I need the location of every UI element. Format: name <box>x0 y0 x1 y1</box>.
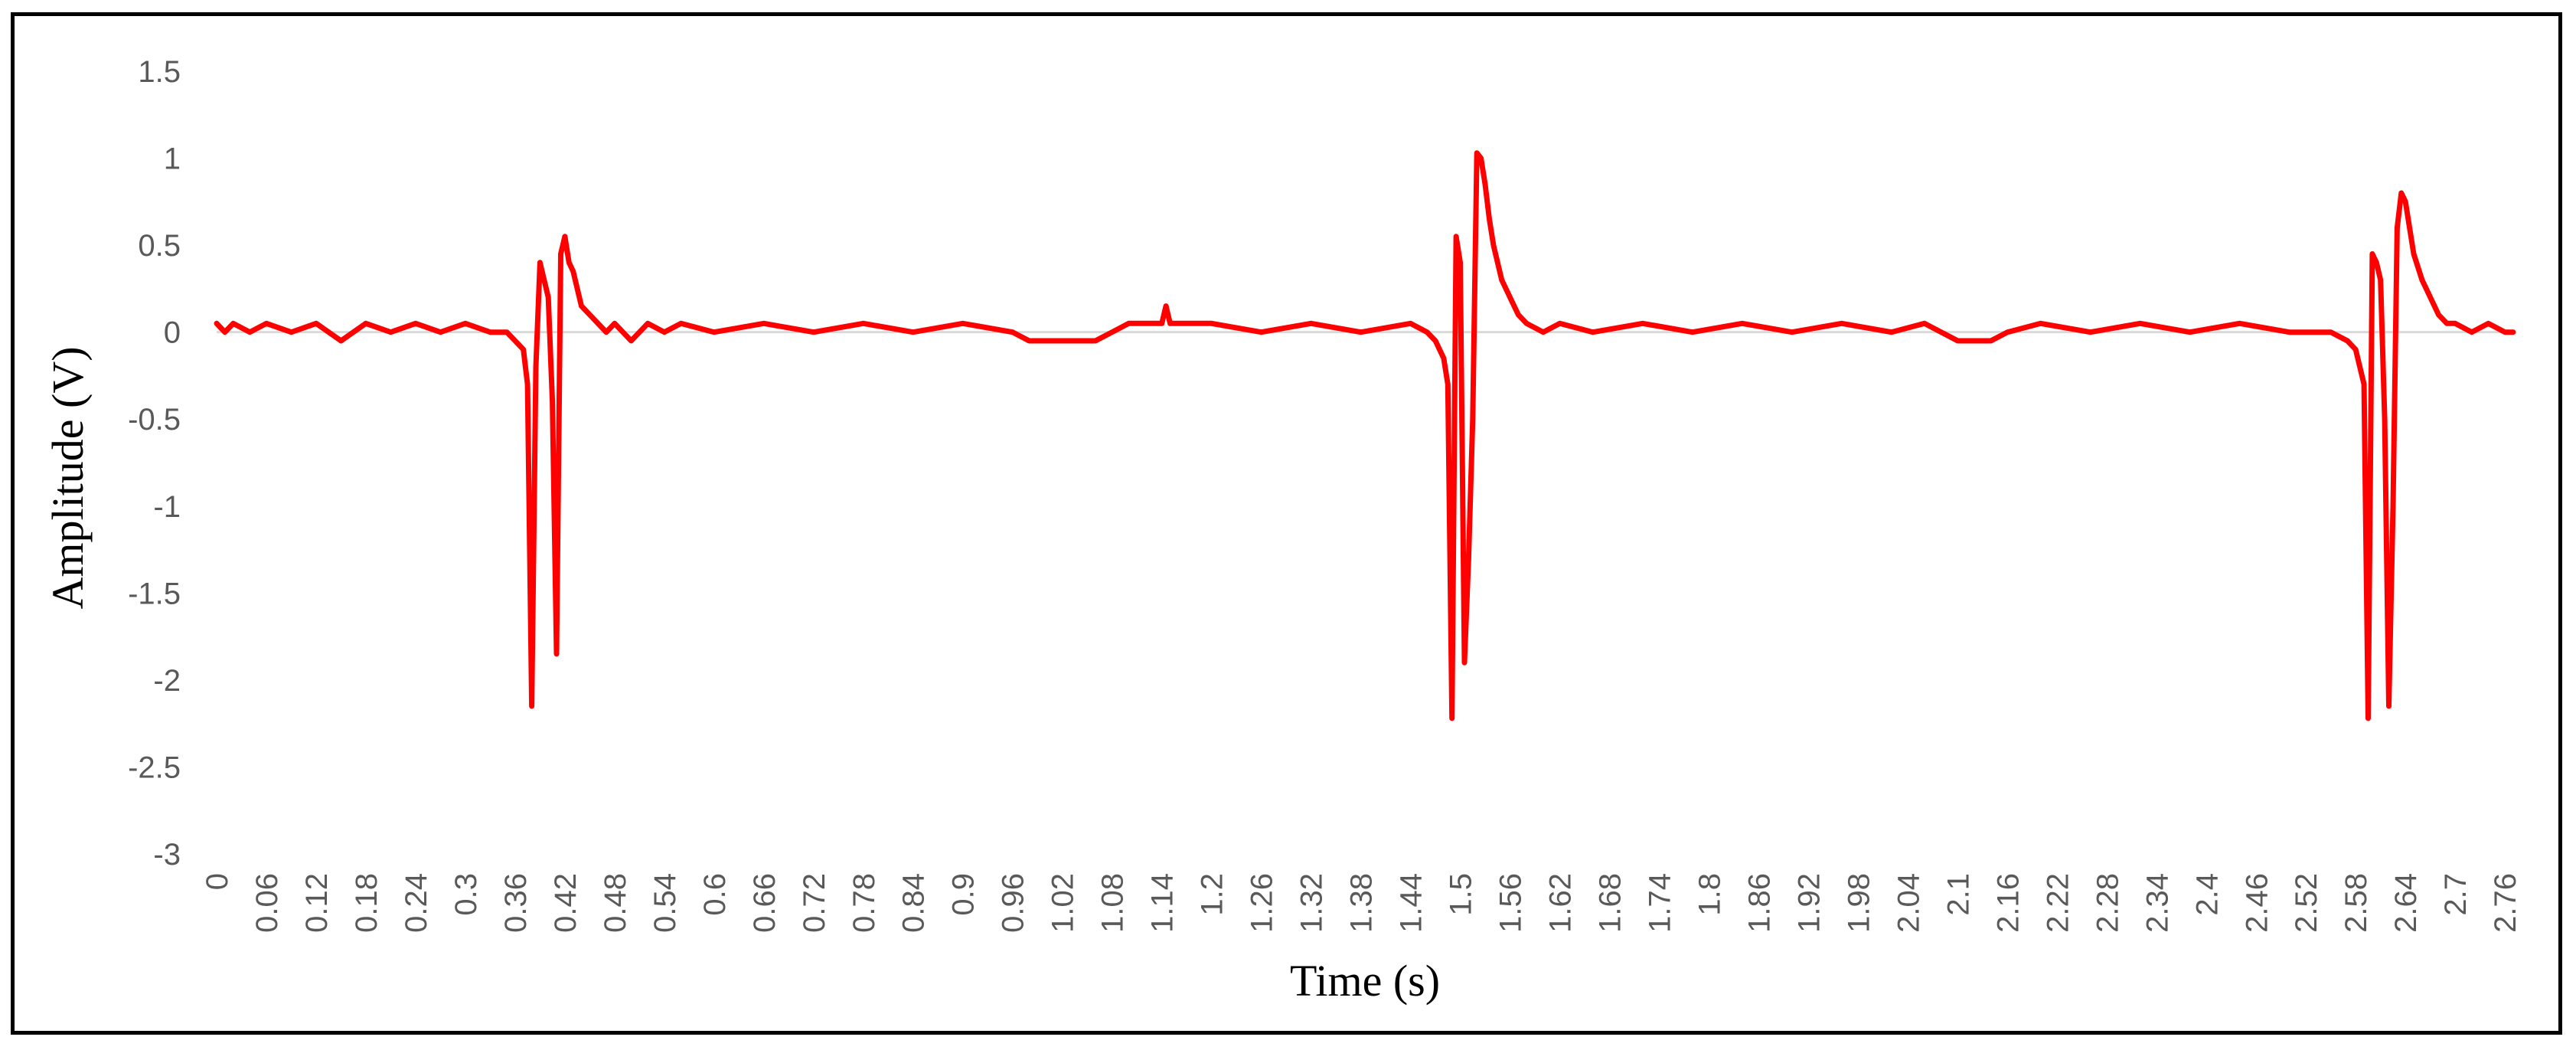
x-tick-label: 1.56 <box>1494 873 1528 933</box>
x-tick-label: 1.08 <box>1096 873 1130 933</box>
x-tick-label: 1.44 <box>1395 873 1428 933</box>
x-tick-label: 0.3 <box>449 873 483 916</box>
x-tick-label: 0.42 <box>549 873 583 933</box>
x-tick-label: 2.52 <box>2290 873 2323 933</box>
x-tick-label: 0.18 <box>350 873 384 933</box>
y-tick-label: 1.5 <box>138 55 181 89</box>
x-tick-label: 0.96 <box>997 873 1030 933</box>
y-tick-label: -0.5 <box>128 403 181 437</box>
x-tick-label: 1.86 <box>1742 873 1776 933</box>
x-tick-label: 2.7 <box>2439 873 2473 916</box>
y-tick-label: -1.5 <box>128 577 181 610</box>
x-tick-label: 2.4 <box>2190 873 2224 916</box>
x-tick-label: 2.04 <box>1892 873 1925 933</box>
x-tick-label: 0.36 <box>499 873 533 933</box>
x-tick-label: 1.74 <box>1643 873 1677 933</box>
x-tick-label: 2.64 <box>2389 873 2423 933</box>
x-tick-label: 0.84 <box>897 873 931 933</box>
x-axis-title: Time (s) <box>1290 956 1440 1006</box>
x-tick-label: 1.2 <box>1196 873 1229 916</box>
y-tick-label: -2 <box>153 664 181 698</box>
y-tick-label: 1 <box>164 142 181 176</box>
y-tick-label: -1 <box>153 490 181 524</box>
x-tick-label: 0 <box>201 873 234 890</box>
x-tick-label: 2.76 <box>2489 873 2522 933</box>
x-tick-label: 1.26 <box>1246 873 1279 933</box>
x-tick-label: 1.8 <box>1693 873 1726 916</box>
x-tick-label: 0.66 <box>748 873 782 933</box>
series-line <box>214 150 2516 721</box>
x-tick-label: 1.68 <box>1593 873 1627 933</box>
y-axis-title: Amplitude (V) <box>43 346 93 609</box>
x-tick-label: 1.62 <box>1544 873 1578 933</box>
y-axis-ticks: 1.5 1 0.5 0 -0.5 -1 -1.5 -2 -2.5 -3 <box>128 55 181 872</box>
y-tick-label: 0.5 <box>138 229 181 263</box>
x-tick-label: 1.38 <box>1345 873 1379 933</box>
x-tick-label: 1.32 <box>1295 873 1329 933</box>
x-tick-label: 0.72 <box>798 873 831 933</box>
x-tick-label: 1.02 <box>1046 873 1080 933</box>
x-tick-label: 0.54 <box>648 873 682 933</box>
x-tick-label: 1.98 <box>1842 873 1876 933</box>
x-tick-label: 2.16 <box>1991 873 2025 933</box>
y-tick-label: -2.5 <box>128 751 181 784</box>
x-tick-label: 0.9 <box>947 873 981 916</box>
x-tick-label: 2.1 <box>1941 873 1975 916</box>
x-axis-ticks: 0 0.06 0.12 0.18 0.24 0.3 0.36 0.42 0.48 0.54 0.6 0… <box>201 873 2522 933</box>
chart-frame <box>11 12 2562 1035</box>
x-tick-label: 0.6 <box>698 873 732 916</box>
x-tick-label: 0.78 <box>847 873 881 933</box>
x-tick-label: 0.24 <box>400 873 433 933</box>
x-tick-label: 0.48 <box>599 873 632 933</box>
x-tick-label: 2.22 <box>2041 873 2075 933</box>
x-tick-label: 2.58 <box>2339 873 2373 933</box>
x-tick-label: 1.14 <box>1146 873 1180 933</box>
x-tick-label: 2.34 <box>2140 873 2174 933</box>
x-tick-label: 0.06 <box>250 873 284 933</box>
x-tick-label: 2.46 <box>2240 873 2274 933</box>
x-tick-label: 0.12 <box>300 873 334 933</box>
x-tick-label: 1.5 <box>1445 873 1478 916</box>
y-tick-label: 0 <box>164 316 181 350</box>
x-tick-label: 1.92 <box>1792 873 1826 933</box>
y-tick-label: -3 <box>153 838 181 872</box>
x-tick-label: 2.28 <box>2091 873 2124 933</box>
